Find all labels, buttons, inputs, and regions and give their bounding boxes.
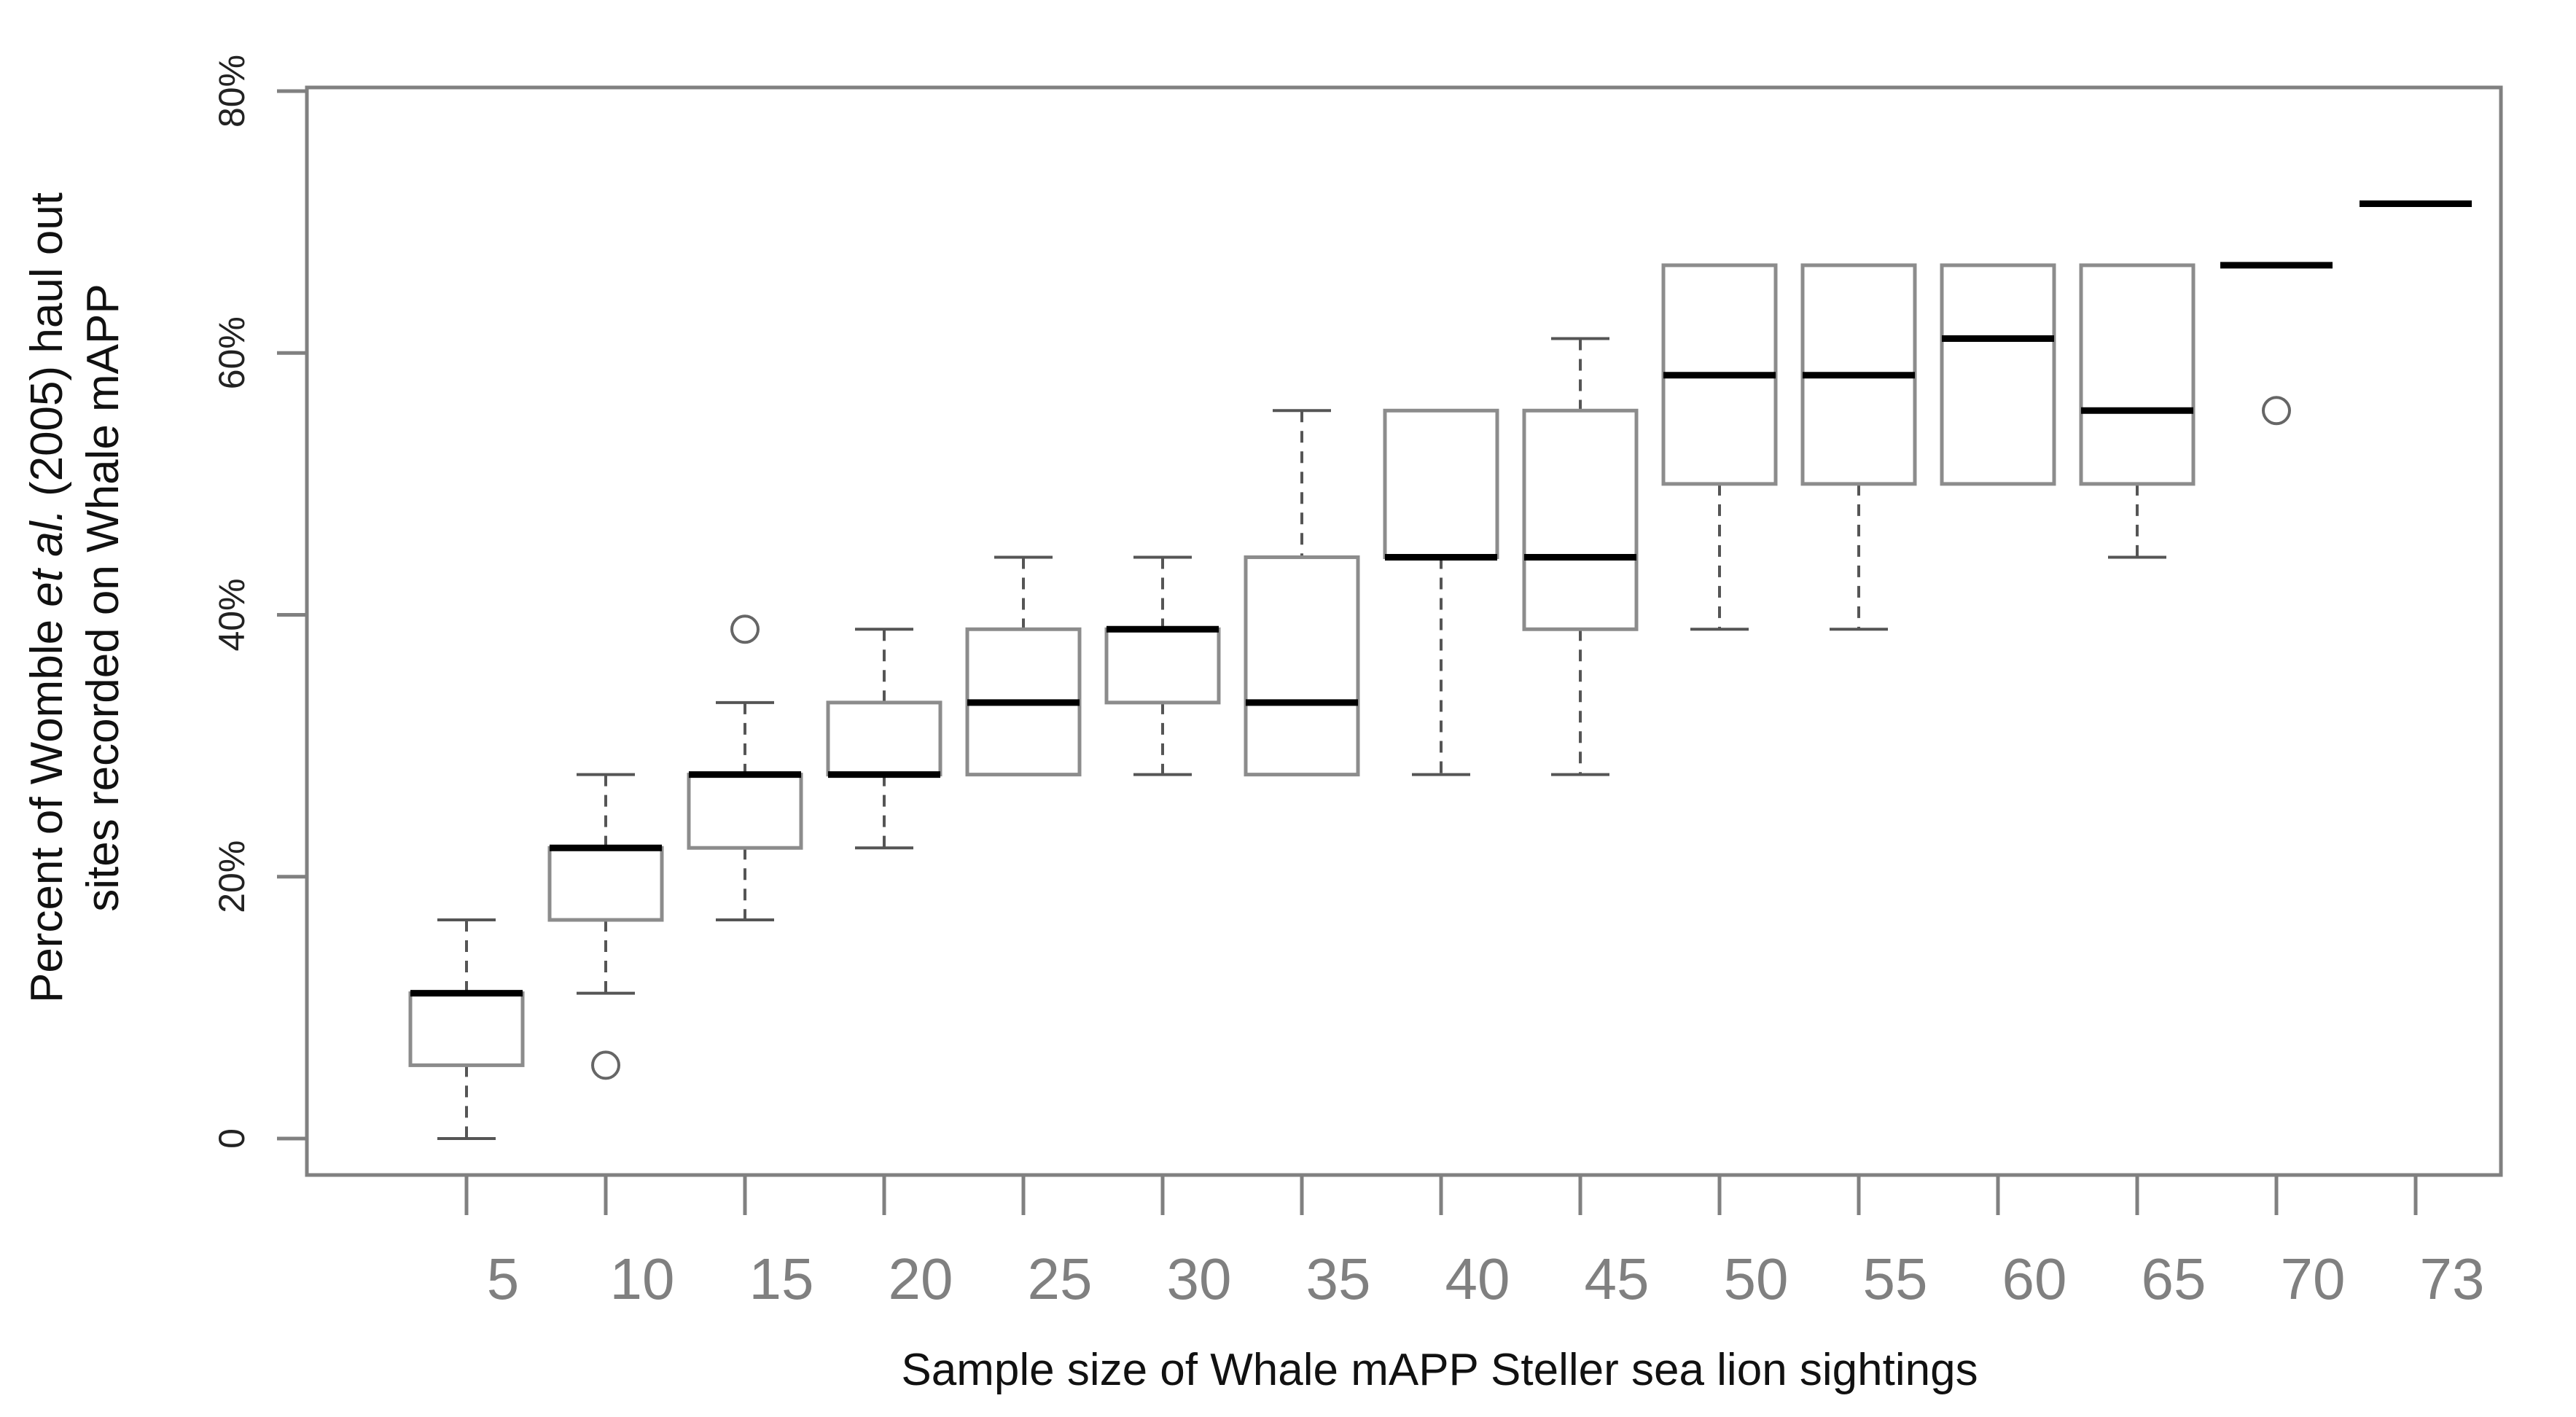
y-tick-label-4: 80% xyxy=(211,55,252,128)
x-tick-label-3: 20 xyxy=(889,1246,953,1311)
box-70 xyxy=(2220,262,2333,426)
x-tick-label-1: 10 xyxy=(610,1246,675,1311)
box-45 xyxy=(1522,337,1639,776)
x-tick-label-10: 55 xyxy=(1863,1246,1928,1311)
x-axis-label: Sample size of Whale mAPP Steller sea li… xyxy=(901,1345,1978,1395)
box-rect-10 xyxy=(547,846,664,922)
x-tick-label-2: 15 xyxy=(749,1246,814,1311)
y-axis-label: Percent of Womble et al. (2005) haul out… xyxy=(22,192,128,1003)
box-rect-20 xyxy=(826,700,942,777)
box-50 xyxy=(1661,263,1778,631)
x-tick-label-14: 73 xyxy=(2420,1246,2485,1311)
x-tick-label-13: 70 xyxy=(2281,1246,2346,1311)
y-axis-label-line-2: sites recorded on Whale mAPP xyxy=(78,284,128,912)
box-rect-60 xyxy=(1940,263,2056,486)
x-tick-label-8: 45 xyxy=(1585,1246,1650,1311)
box-rect-35 xyxy=(1244,555,1360,777)
x-tick-label-11: 60 xyxy=(2002,1246,2067,1311)
box-5 xyxy=(408,918,525,1140)
y-axis-label-line-1: Percent of Womble et al. (2005) haul out xyxy=(22,192,72,1003)
y-tick-label-2: 40% xyxy=(211,578,252,651)
box-40 xyxy=(1383,408,1499,776)
x-tick-label-5: 30 xyxy=(1167,1246,1232,1311)
outlier-15-0 xyxy=(730,614,760,644)
outlier-70-0 xyxy=(2262,396,2291,426)
plot-frame xyxy=(305,85,2503,1177)
outlier-10-0 xyxy=(591,1050,620,1080)
box-20 xyxy=(826,628,942,850)
box-series xyxy=(408,200,2472,1140)
x-tick-label-9: 50 xyxy=(1724,1246,1789,1311)
box-30 xyxy=(1104,555,1221,776)
y-axis: 0 20% 40% 60% 80% xyxy=(211,55,309,1149)
y-tick-label-1: 20% xyxy=(211,840,252,913)
box-15 xyxy=(687,614,803,922)
y-tick-label-0: 0 xyxy=(211,1128,252,1149)
box-rect-30 xyxy=(1104,627,1221,705)
x-axis: 5 10 15 20 25 30 35 40 45 50 55 60 65 70 73 xyxy=(364,1173,2501,1311)
box-rect-5 xyxy=(408,991,525,1067)
box-rect-65 xyxy=(2079,263,2196,486)
x-tick-label-4: 25 xyxy=(1028,1246,1093,1311)
box-10 xyxy=(547,773,664,1080)
x-tick-label-12: 65 xyxy=(2142,1246,2206,1311)
x-tick-label-6: 35 xyxy=(1306,1246,1371,1311)
box-55 xyxy=(1800,263,1917,631)
box-rect-40 xyxy=(1383,408,1499,559)
box-35 xyxy=(1244,409,1360,777)
box-65 xyxy=(2079,263,2196,559)
x-tick-label-0: 5 xyxy=(487,1246,520,1311)
x-tick-label-7: 40 xyxy=(1445,1246,1510,1311)
box-rect-15 xyxy=(687,773,803,850)
box-60 xyxy=(1940,263,2056,486)
box-rect-45 xyxy=(1522,408,1639,631)
box-25 xyxy=(965,555,1082,777)
y-tick-label-3: 60% xyxy=(211,316,252,389)
